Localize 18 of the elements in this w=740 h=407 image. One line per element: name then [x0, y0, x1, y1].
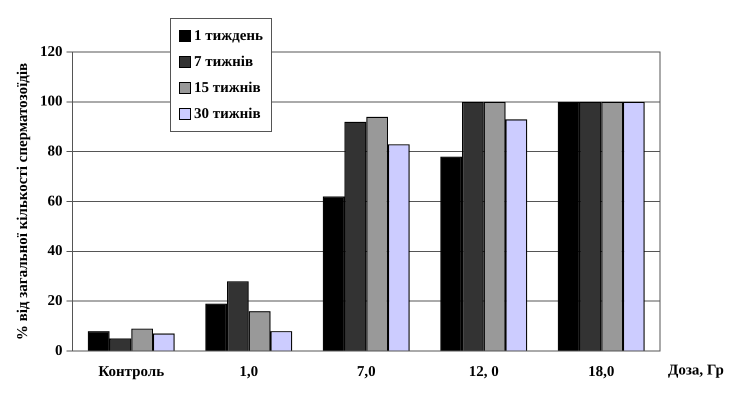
x-tick-label: 1,0 [239, 364, 258, 380]
y-axis-title: % від загальної кількості сперматозоїдів [14, 62, 31, 340]
x-axis-title: Доза, Гр [668, 362, 724, 378]
y-tick-label: 60 [48, 193, 62, 210]
x-tick-label: 18,0 [588, 364, 614, 380]
y-tick-label: 100 [40, 94, 62, 110]
x-tick-label: Контроль [98, 364, 164, 380]
y-tick-label: 120 [40, 44, 62, 60]
legend-label: 30 тижнів [193, 104, 262, 124]
y-tick-label: 40 [48, 243, 62, 260]
legend-label: 1 тиждень [193, 26, 263, 46]
y-tick-label: 20 [48, 293, 62, 310]
legend-label: 15 тижнів [193, 78, 262, 98]
y-tick-label: 0 [55, 342, 62, 359]
x-tick-label: 7,0 [356, 364, 376, 380]
y-tick-label: 80 [48, 144, 62, 160]
legend-label: 7 тижнів [193, 52, 254, 72]
x-tick-label: 12, 0 [468, 364, 499, 380]
